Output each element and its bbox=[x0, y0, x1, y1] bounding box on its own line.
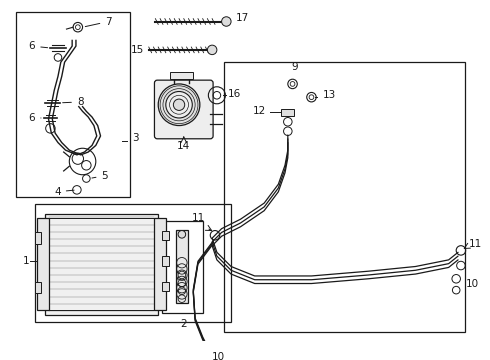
Text: 4: 4 bbox=[54, 187, 74, 197]
Bar bbox=[162, 230, 169, 240]
Text: 6: 6 bbox=[28, 113, 41, 123]
Circle shape bbox=[178, 230, 186, 238]
Text: 2: 2 bbox=[180, 319, 187, 329]
Text: 5: 5 bbox=[92, 171, 108, 181]
Bar bbox=[35, 204, 231, 322]
Bar bbox=[176, 230, 188, 303]
Text: 7: 7 bbox=[85, 17, 112, 27]
Bar bbox=[154, 218, 166, 310]
Text: 9: 9 bbox=[291, 62, 298, 72]
Text: 6: 6 bbox=[28, 41, 48, 51]
Bar bbox=[37, 218, 49, 310]
Bar bbox=[162, 221, 203, 313]
Text: 10: 10 bbox=[212, 352, 225, 360]
Text: 10: 10 bbox=[466, 279, 479, 289]
Text: 11: 11 bbox=[468, 239, 482, 249]
Text: 3: 3 bbox=[132, 133, 138, 143]
Text: 8: 8 bbox=[63, 97, 83, 107]
Text: 1: 1 bbox=[23, 256, 29, 266]
Bar bbox=[162, 282, 169, 291]
Text: 16: 16 bbox=[228, 89, 242, 99]
Bar bbox=[162, 256, 169, 266]
Bar bbox=[224, 62, 465, 332]
Text: 15: 15 bbox=[131, 45, 144, 55]
Bar bbox=[16, 12, 130, 197]
Text: 11: 11 bbox=[191, 213, 205, 223]
Text: 17: 17 bbox=[236, 13, 249, 23]
Circle shape bbox=[207, 45, 217, 55]
Bar bbox=[45, 213, 158, 315]
Text: 14: 14 bbox=[177, 141, 191, 151]
Text: 13: 13 bbox=[323, 90, 336, 100]
FancyBboxPatch shape bbox=[154, 80, 213, 139]
Circle shape bbox=[173, 99, 185, 111]
Circle shape bbox=[221, 17, 231, 26]
Bar bbox=[35, 282, 41, 293]
Text: 12: 12 bbox=[253, 106, 266, 116]
Bar bbox=[170, 72, 193, 79]
Bar bbox=[35, 233, 41, 244]
Bar bbox=[281, 108, 294, 116]
Circle shape bbox=[166, 91, 192, 118]
Circle shape bbox=[158, 84, 200, 126]
